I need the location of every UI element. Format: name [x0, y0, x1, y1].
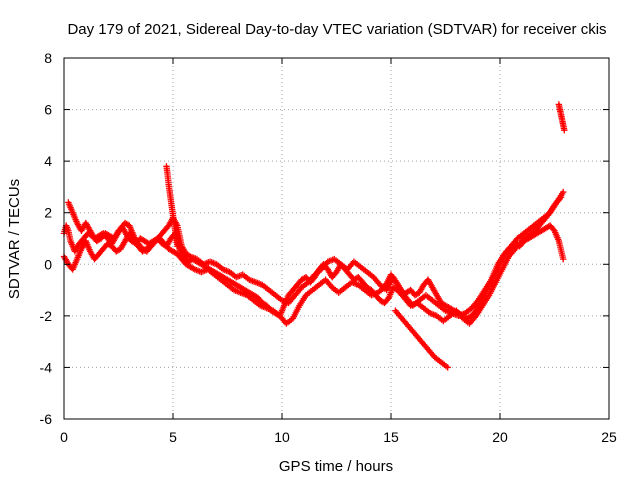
- chart-title: Day 179 of 2021, Sidereal Day-to-day VTE…: [67, 21, 606, 38]
- series-track-d: [163, 101, 568, 371]
- y-tick-label: 0: [44, 256, 52, 272]
- data-point: [560, 188, 567, 196]
- tick-labels: 0 5 10 15 20 25 -6 -4 -2 0 2 4 6 8: [40, 50, 617, 445]
- x-tick-label: 5: [169, 429, 177, 445]
- grid: [64, 58, 609, 419]
- y-tick-label: -6: [40, 411, 53, 427]
- data-point: [561, 127, 568, 134]
- y-tick-label: -4: [40, 359, 53, 375]
- y-tick-label: 8: [44, 50, 52, 66]
- data-point: [444, 364, 451, 371]
- x-tick-label: 10: [274, 429, 290, 445]
- x-tick-label: 25: [601, 429, 617, 445]
- y-tick-label: -2: [40, 308, 53, 324]
- y-axis-label: SDTVAR / TECUs: [6, 179, 23, 299]
- series-track-b: [60, 194, 565, 327]
- y-tick-label: 6: [44, 102, 52, 118]
- data-point: [560, 255, 567, 263]
- x-tick-label: 15: [383, 429, 399, 445]
- plot-frame: [63, 57, 610, 420]
- y-tick-label: 4: [44, 153, 52, 169]
- x-axis-label: GPS time / hours: [279, 458, 393, 475]
- x-tick-label: 20: [492, 429, 508, 445]
- y-tick-label: 2: [44, 205, 52, 221]
- series-track-c: [65, 188, 567, 320]
- x-tick-label: 0: [60, 429, 68, 445]
- data-markers: [60, 101, 568, 371]
- data-point: [174, 243, 181, 250]
- ticks: [63, 57, 610, 420]
